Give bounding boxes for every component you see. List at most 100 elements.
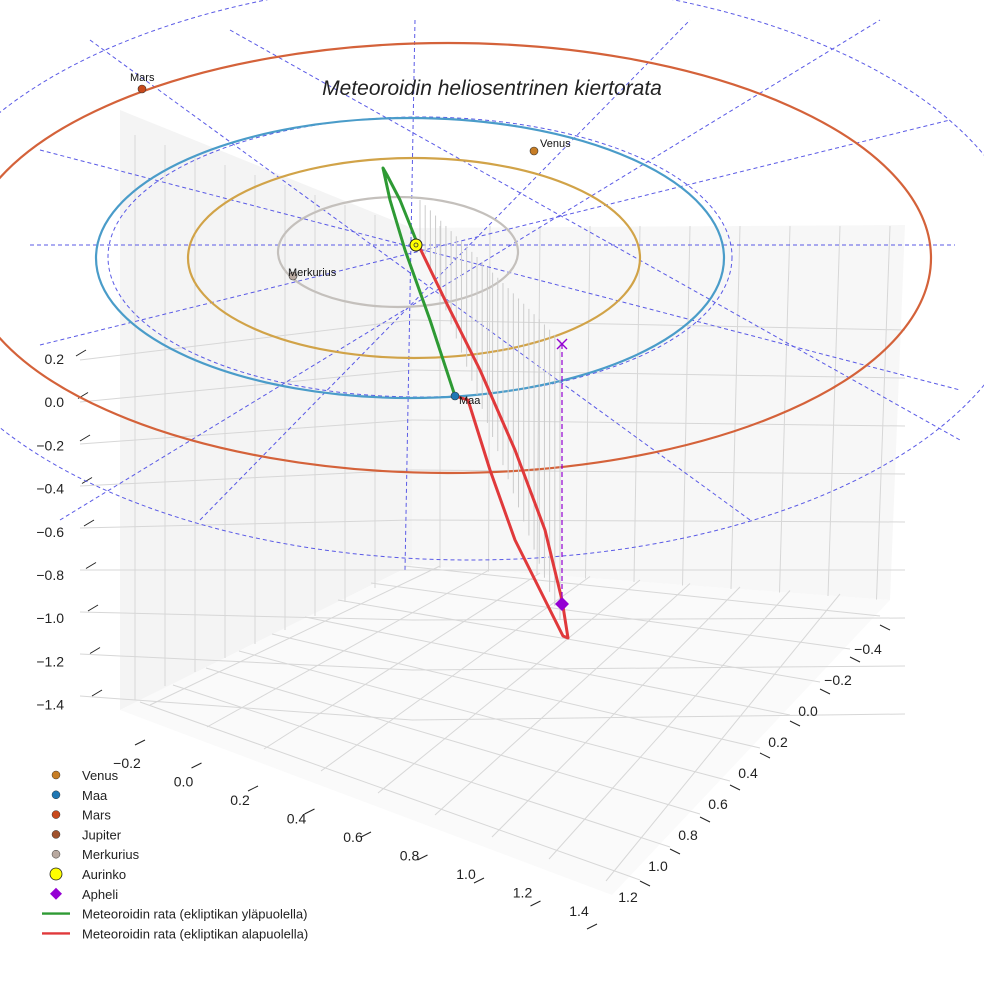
grid-line: [79, 695, 413, 721]
grid-line: [79, 369, 413, 403]
x-tick-label: 0.4: [287, 811, 307, 827]
y-tick-label: 0.4: [738, 765, 758, 781]
grid-line: [411, 519, 906, 523]
y-tick: [849, 656, 861, 663]
y-tick: [729, 784, 741, 791]
x-tick-label: 0.2: [230, 792, 250, 808]
z-tick-label: −1.2: [36, 653, 64, 669]
grid-line: [536, 225, 541, 576]
sun-marker: [409, 238, 423, 252]
grid-line: [337, 599, 821, 683]
z-tick-label: −0.2: [36, 437, 64, 453]
grid-line: [79, 319, 413, 361]
meteor-orbit-above: [381, 166, 457, 397]
y-tick: [819, 688, 831, 695]
legend: Venus Maa Mars Jupiter Merkurius Aurinko Aphel…: [42, 768, 308, 941]
legend-label: Maa: [82, 788, 108, 803]
legend-marker: [51, 770, 61, 780]
grid-line: [682, 225, 691, 586]
y-tick: [789, 720, 801, 727]
meteoroid-orbit: [381, 166, 570, 640]
orbit-venus: [186, 156, 642, 360]
floor-pane: [120, 565, 890, 895]
grid-line: [238, 650, 731, 782]
y-tick-label: 0.6: [708, 796, 728, 812]
legend-marker: [49, 867, 63, 881]
grid-line: [79, 653, 413, 671]
legend-label: Jupiter: [82, 827, 122, 842]
grid-line: [411, 469, 906, 475]
z-tick-label: −0.6: [36, 524, 64, 540]
meteor-orbit-below: [414, 239, 570, 640]
x-tick: [304, 808, 315, 815]
legend-marker: [51, 830, 61, 839]
y-tick-label: 0.2: [768, 734, 788, 750]
grid-line: [205, 667, 701, 815]
legend-label: Aurinko: [82, 867, 126, 882]
grid-line: [411, 319, 906, 331]
grid-line: [491, 586, 741, 838]
x-tick-label: −0.2: [113, 755, 141, 771]
x-tick: [134, 739, 146, 746]
legend-label: Meteoroidin rata (ekliptikan alapuolella…: [82, 926, 308, 941]
legend-marker: [51, 790, 61, 800]
z-tick-label: −1.0: [36, 610, 64, 626]
grid-line: [79, 519, 413, 529]
z-tick: [75, 349, 87, 357]
grid-line: [403, 565, 881, 617]
x-tick: [360, 831, 372, 838]
z-tick-label: −0.4: [36, 481, 64, 497]
z-tick: [89, 647, 101, 654]
z-tick-label: 0.0: [45, 394, 65, 410]
ecliptic-ray: [39, 149, 961, 391]
ecliptic-ray: [39, 119, 951, 346]
tick-marks: −0.20.00.20.40.60.81.01.21.4−0.4−0.20.00…: [36, 349, 891, 930]
y-tick: [639, 880, 651, 887]
x-tick-label: 1.0: [456, 866, 476, 882]
z-tick-label: −1.4: [36, 697, 64, 713]
aphelion-marker: [555, 597, 569, 611]
grid-line: [79, 611, 413, 621]
z-tick: [79, 434, 91, 442]
x-tick: [473, 877, 485, 884]
grid-line: [149, 565, 441, 706]
planet-marker-venus: [529, 146, 539, 156]
ecliptic-ray: [404, 19, 416, 571]
aphelion-projection-marker: [556, 338, 568, 350]
planet-markers: Merkurius Venus Maa Mars: [130, 72, 571, 407]
grid-line: [79, 469, 413, 487]
chart-title: Meteoroidin heliosentrinen kiertorata: [322, 77, 662, 100]
y-tick: [879, 624, 891, 631]
x-tick: [417, 854, 428, 861]
grid-line: [827, 225, 841, 597]
y-tick-label: 0.0: [798, 703, 818, 719]
planet-marker-maa: [450, 391, 460, 401]
legend-marker: [50, 887, 62, 900]
grid-line: [585, 225, 591, 579]
x-tick-label: 1.4: [569, 903, 589, 919]
grid-line: [172, 684, 671, 848]
ecliptic-ray: [89, 39, 751, 521]
y-tick-label: −0.4: [854, 641, 882, 657]
y-tick-label: −0.2: [824, 672, 852, 688]
grid-line: [730, 225, 741, 590]
grid-line: [304, 616, 791, 716]
z-tick: [91, 689, 103, 697]
grid-line: [411, 369, 906, 379]
x-tick-label: 0.6: [343, 829, 363, 845]
orbit-maa: [94, 116, 726, 400]
y-tick: [669, 848, 681, 855]
y-tick-label: 0.8: [678, 827, 698, 843]
y-tick-label: 1.0: [648, 858, 668, 874]
z-tick: [85, 562, 97, 569]
legend-label: Meteoroidin rata (ekliptikan yläpuolella…: [82, 907, 307, 922]
z-tick: [83, 519, 95, 527]
grid-line: [779, 225, 791, 593]
planet-label: Venus: [540, 138, 571, 150]
planet-label: Maa: [459, 395, 481, 407]
grid-lines: [79, 135, 906, 882]
planet-label: Mars: [130, 72, 155, 84]
ecliptic-ray: [199, 19, 691, 521]
x-tick: [191, 762, 202, 769]
